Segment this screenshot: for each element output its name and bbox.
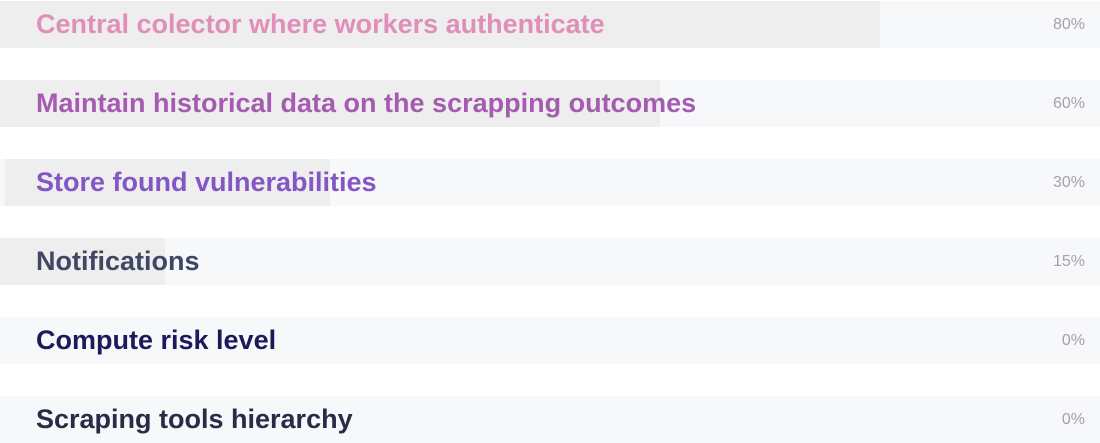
progress-percent: 80% [1052, 16, 1085, 33]
progress-row: Central colector where workers authentic… [0, 1, 1100, 48]
progress-percent: 0% [1061, 411, 1085, 428]
progress-bar-fill [5, 159, 330, 206]
progress-percent: 15% [1052, 253, 1085, 270]
progress-row: Scraping tools hierarchy 0% [0, 396, 1100, 443]
task-label: Maintain historical data on the scrappin… [36, 88, 697, 118]
progress-percent: 0% [1061, 332, 1085, 349]
progress-row: Compute risk level 0% [0, 317, 1100, 364]
progress-bar-fill [0, 80, 660, 127]
task-label: Notifications [36, 246, 200, 276]
task-label: Scraping tools hierarchy [36, 404, 353, 434]
task-label: Central colector where workers authentic… [36, 9, 605, 39]
progress-percent: 60% [1052, 95, 1085, 112]
task-label: Store found vulnerabilities [36, 167, 377, 197]
progress-row: Notifications 15% [0, 238, 1100, 285]
task-label: Compute risk level [36, 325, 277, 355]
progress-row: Maintain historical data on the scrappin… [0, 80, 1100, 127]
progress-bar-fill [0, 1, 880, 48]
progress-bar-fill [0, 238, 165, 285]
progress-percent: 30% [1052, 174, 1085, 191]
progress-row: Store found vulnerabilities 30% [0, 159, 1100, 206]
